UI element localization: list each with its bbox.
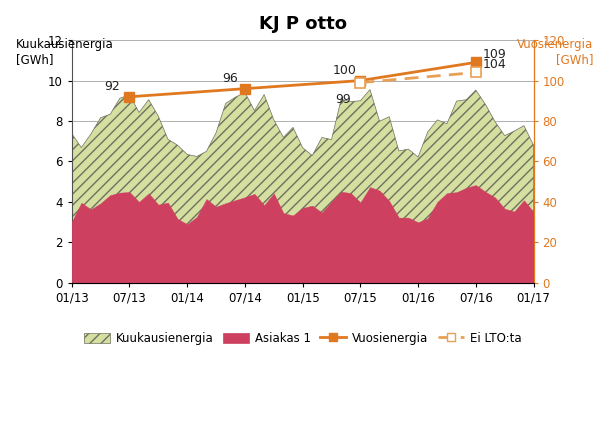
Line: Vuosienergia: Vuosienergia (124, 58, 481, 101)
Ei LTO:ta (357, 80, 364, 85)
Vuosienergia (357, 78, 364, 83)
Text: 92: 92 (104, 80, 120, 93)
Vuosienergia (472, 60, 479, 65)
Text: 99: 99 (336, 93, 351, 107)
Title: KJ P otto: KJ P otto (259, 15, 346, 33)
Text: 96: 96 (223, 72, 239, 85)
Text: 100: 100 (332, 64, 356, 77)
Legend: Kuukausienergia, Asiakas 1, Vuosienergia, Ei LTO:ta: Kuukausienergia, Asiakas 1, Vuosienergia… (79, 327, 526, 350)
Ei LTO:ta (472, 70, 479, 75)
Text: Vuosienergia
[GWh]: Vuosienergia [GWh] (517, 38, 594, 66)
Text: 109: 109 (483, 48, 506, 61)
Vuosienergia (241, 86, 248, 91)
Text: Kuukausienergia
[GWh]: Kuukausienergia [GWh] (16, 38, 114, 66)
Text: 104: 104 (483, 58, 506, 71)
Line: Ei LTO:ta: Ei LTO:ta (356, 68, 481, 87)
Vuosienergia (126, 94, 133, 99)
